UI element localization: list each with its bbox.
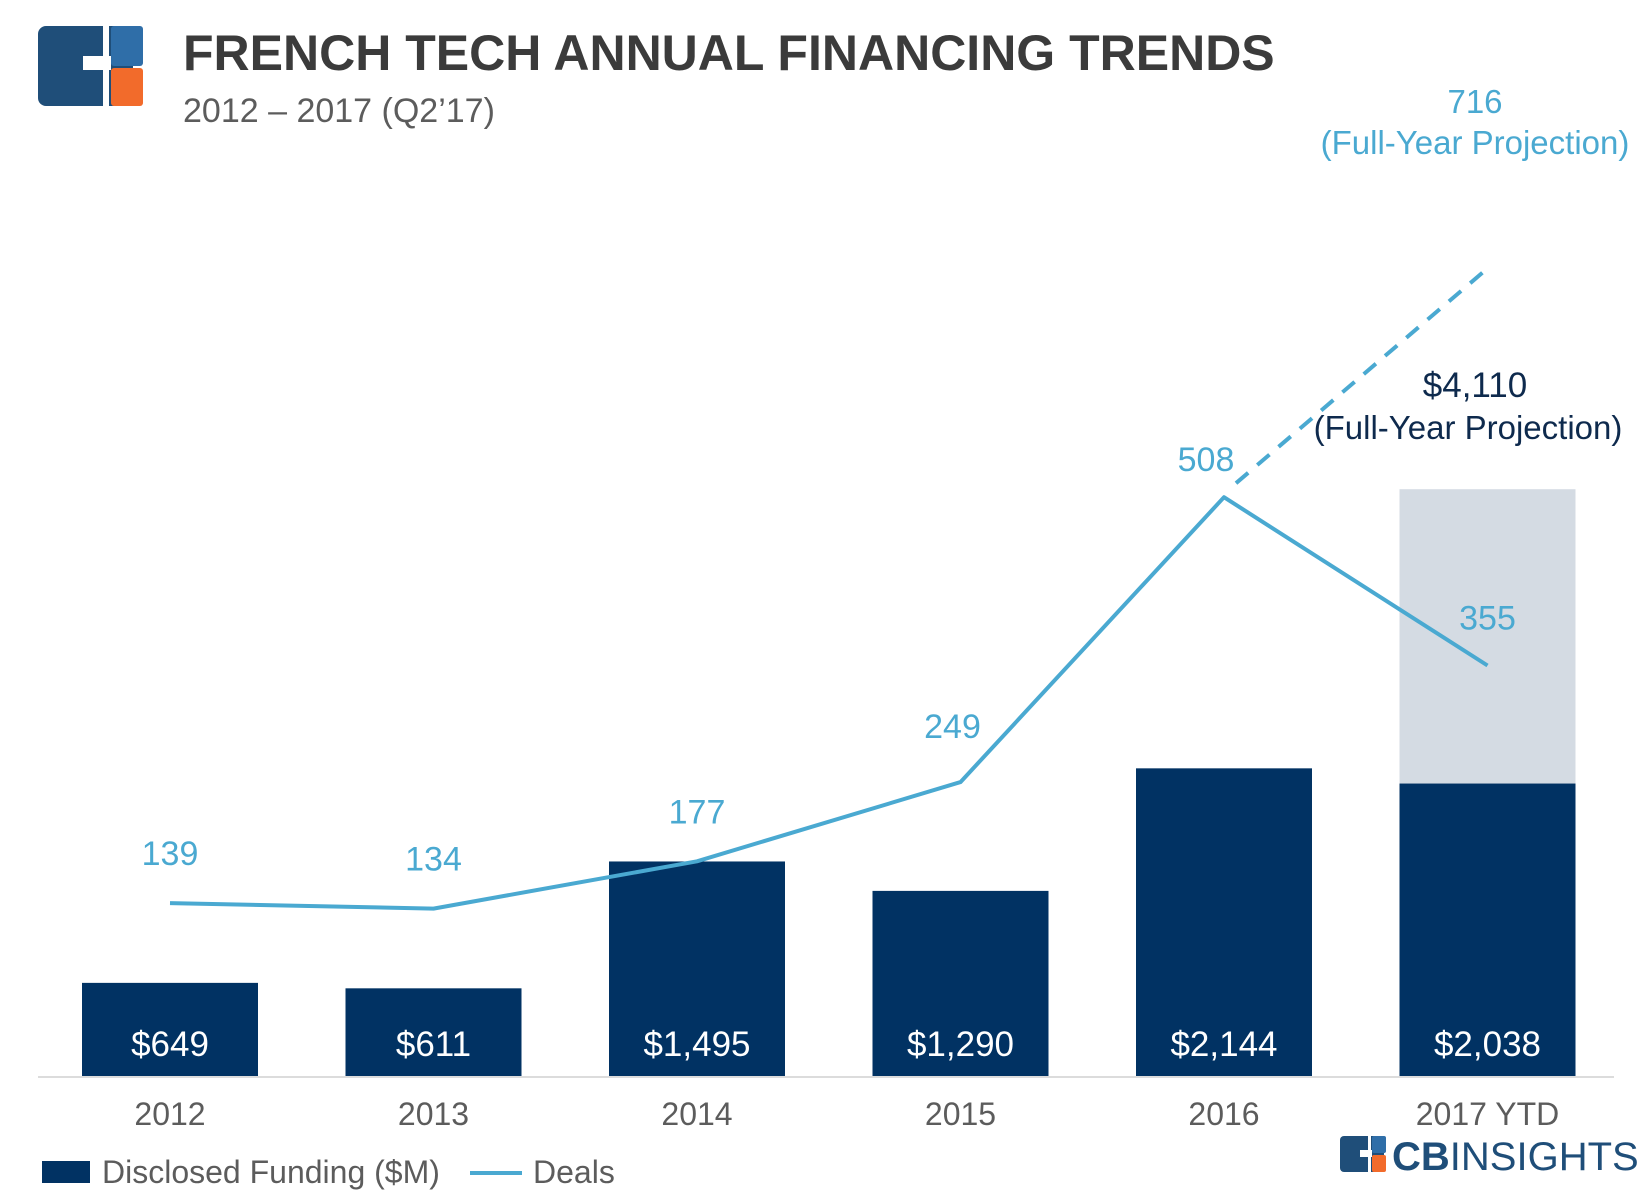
deals-value-label: 139 bbox=[142, 835, 199, 873]
bar-2014 bbox=[609, 861, 785, 1076]
bar-2015 bbox=[872, 890, 1049, 1076]
legend-swatch-funding bbox=[42, 1161, 90, 1183]
funding-projection-value: $4,110 bbox=[1423, 366, 1527, 405]
legend-label-funding: Disclosed Funding ($M) bbox=[102, 1154, 440, 1190]
deals-value-label: 134 bbox=[405, 841, 462, 879]
bar-value-label: $649 bbox=[131, 1025, 209, 1064]
logo-mark-icon bbox=[38, 26, 143, 106]
page-subtitle: 2012 – 2017 (Q2’17) bbox=[183, 92, 495, 130]
bar-2013 bbox=[345, 988, 522, 1076]
legend-label-deals: Deals bbox=[533, 1154, 615, 1190]
x-tick-label: 2017 YTD bbox=[1416, 1096, 1560, 1132]
bar-2017-ytd bbox=[1399, 783, 1576, 1076]
deals-value-label: 355 bbox=[1459, 600, 1516, 638]
bar-value-label: $611 bbox=[396, 1025, 471, 1064]
x-tick-label: 2015 bbox=[925, 1096, 996, 1132]
deals-line bbox=[169, 495, 1489, 911]
bar-value-label: $1,290 bbox=[907, 1025, 1014, 1064]
legend: Disclosed Funding ($M) Deals bbox=[42, 1154, 615, 1190]
bar-value-label: $2,038 bbox=[1434, 1025, 1541, 1064]
page-title: FRENCH TECH ANNUAL FINANCING TRENDS bbox=[183, 25, 1275, 81]
x-tick-label: 2016 bbox=[1188, 1096, 1259, 1132]
plot-area: $649 $611 $1,495 $1,290 $2,144 $2,038 2012 2013… bbox=[38, 83, 1629, 1132]
brand-logo: CBINSIGHTS bbox=[1340, 1135, 1639, 1179]
bar-value-label: $1,495 bbox=[643, 1025, 750, 1064]
deals-projection-value: 716 bbox=[1447, 83, 1502, 120]
bar-value-label: $2,144 bbox=[1170, 1025, 1277, 1064]
bar-2016 bbox=[1136, 768, 1312, 1076]
x-tick-label: 2012 bbox=[134, 1096, 205, 1132]
deals-value-label: 508 bbox=[1178, 441, 1235, 479]
x-tick-label: 2013 bbox=[398, 1096, 469, 1132]
deals-value-label: 249 bbox=[924, 708, 981, 746]
brand-logo-text: CBINSIGHTS bbox=[1392, 1135, 1639, 1179]
x-tick-label: 2014 bbox=[661, 1096, 732, 1132]
deals-value-label: 177 bbox=[669, 793, 726, 831]
bar-2012 bbox=[82, 982, 258, 1076]
deals-projection-note: (Full-Year Projection) bbox=[1321, 124, 1630, 161]
brand-logo-icon bbox=[1340, 1136, 1386, 1172]
funding-projection-note: (Full-Year Projection) bbox=[1314, 409, 1623, 446]
